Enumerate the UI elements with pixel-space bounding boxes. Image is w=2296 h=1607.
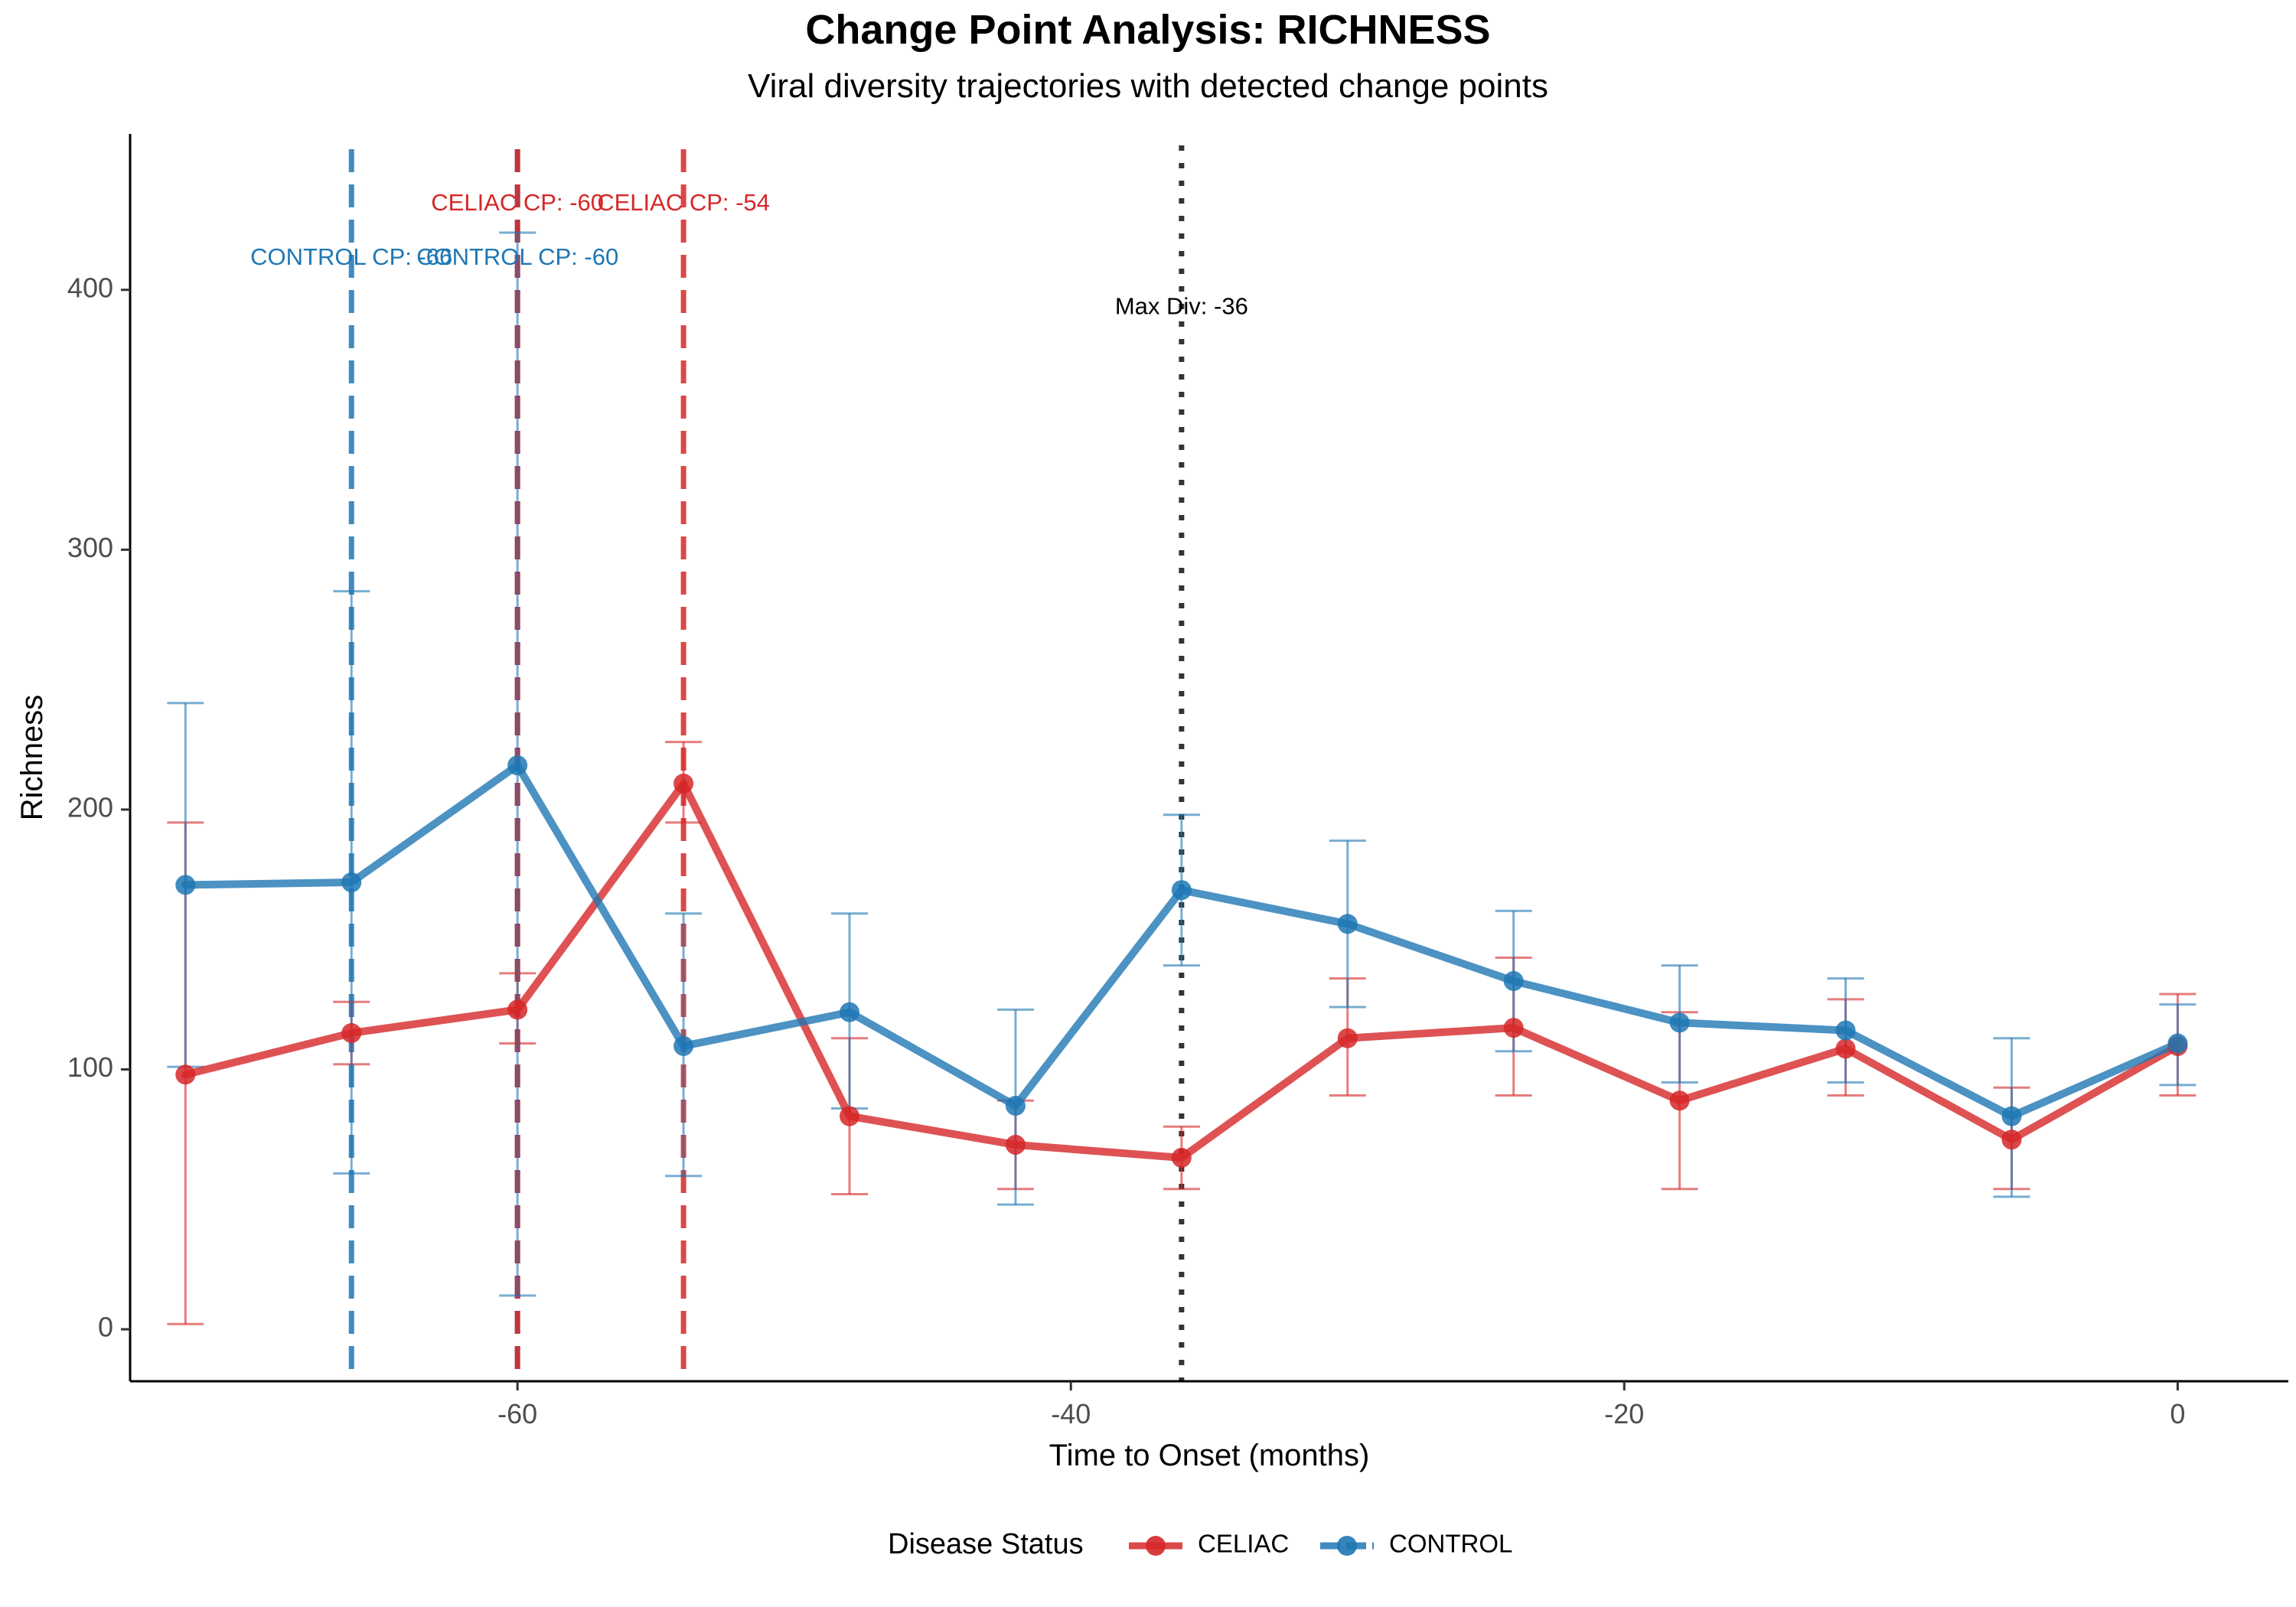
data-point-control-5 — [1005, 1096, 1026, 1116]
data-point-control-8 — [1503, 971, 1524, 992]
x-tick-label--60: -60 — [497, 1398, 537, 1429]
chart-title: Change Point Analysis: RICHNESS — [805, 7, 1491, 53]
data-point-celiac-9 — [1669, 1090, 1690, 1111]
x-tick-label--40: -40 — [1051, 1398, 1091, 1429]
data-point-control-6 — [1171, 880, 1192, 901]
data-point-celiac-10 — [1835, 1038, 1856, 1059]
data-point-celiac-8 — [1503, 1018, 1524, 1038]
y-tick-label-100: 100 — [67, 1051, 113, 1083]
legend-key-point — [1146, 1536, 1166, 1556]
change-point-label-celiac-3: CELIAC CP: -54 — [597, 189, 770, 216]
legend-title: Disease Status — [888, 1528, 1084, 1560]
legend-label-control: CONTROL — [1389, 1530, 1512, 1558]
data-point-control-11 — [2001, 1106, 2022, 1126]
data-point-celiac-7 — [1337, 1028, 1358, 1048]
data-point-control-10 — [1835, 1020, 1856, 1041]
y-tick-label-300: 300 — [67, 532, 113, 563]
max-divergence-label: Max Div: -36 — [1115, 293, 1248, 320]
legend-item-control: CONTROL — [1320, 1530, 1512, 1558]
x-tick-label--20: -20 — [1604, 1398, 1644, 1429]
chart-subtitle: Viral diversity trajectories with detect… — [748, 67, 1548, 105]
data-point-celiac-2 — [507, 999, 528, 1020]
legend-key-point — [1337, 1536, 1357, 1556]
data-point-control-1 — [341, 872, 362, 892]
data-point-control-2 — [507, 755, 528, 776]
legend-label-celiac: CELIAC — [1198, 1530, 1289, 1558]
legend-item-celiac: CELIAC — [1129, 1530, 1289, 1558]
data-point-celiac-6 — [1171, 1147, 1192, 1168]
data-point-celiac-1 — [341, 1022, 362, 1043]
data-point-control-4 — [840, 1002, 859, 1022]
change-point-label-control-0: CONTROL CP: -66 — [250, 243, 452, 270]
y-tick-label-400: 400 — [67, 272, 113, 303]
data-point-celiac-11 — [2001, 1129, 2022, 1150]
axes: 0 100 200 300 400 -60 -40 -20 0 Time to Onset (mo… — [15, 134, 2288, 1472]
change-point-label-celiac-2: CELIAC CP: -60 — [431, 189, 604, 216]
change-point-label-control-1: CONTROL CP: -60 — [416, 243, 618, 270]
data-point-control-9 — [1669, 1012, 1690, 1033]
legend: Disease Status CELIAC CONTROL — [888, 1528, 1512, 1560]
data-point-control-0 — [175, 875, 196, 895]
y-axis-title: Richness — [15, 695, 49, 821]
y-tick-label-0: 0 — [98, 1312, 113, 1343]
data-point-celiac-5 — [1005, 1134, 1026, 1155]
data-point-celiac-4 — [840, 1106, 859, 1126]
data-point-celiac-3 — [673, 773, 694, 794]
data-point-celiac-0 — [175, 1064, 196, 1085]
y-tick-label-200: 200 — [67, 791, 113, 823]
x-tick-label-0: 0 — [2170, 1398, 2185, 1429]
data-point-control-3 — [673, 1035, 694, 1056]
data-point-control-12 — [2167, 1033, 2188, 1054]
change-point-lines — [348, 145, 1185, 1381]
x-axis-title: Time to Onset (months) — [1049, 1439, 1370, 1472]
data-points — [175, 755, 2188, 1168]
data-point-control-7 — [1337, 914, 1358, 934]
